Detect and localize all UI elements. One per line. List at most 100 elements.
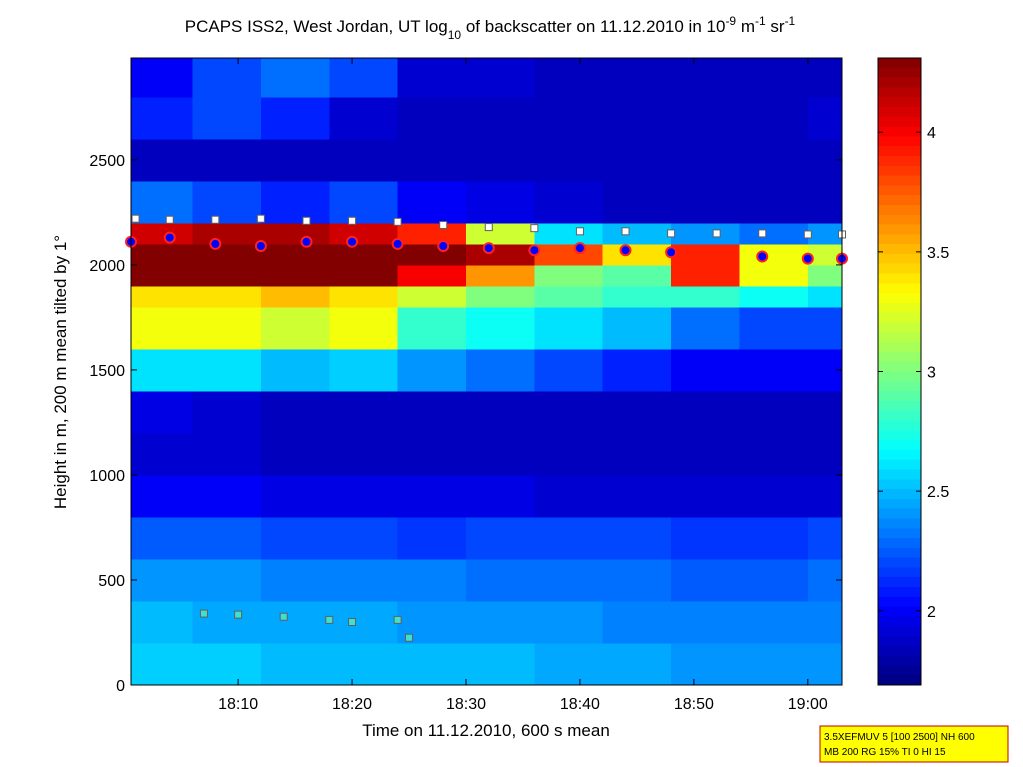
colorbar-segment — [878, 126, 921, 137]
heatmap-cell — [671, 96, 740, 140]
layer-point — [348, 617, 357, 626]
layer-point — [758, 229, 767, 238]
colorbar-segment — [878, 459, 921, 470]
heatmap-cell — [329, 180, 399, 224]
heatmap-cell — [807, 96, 843, 140]
colorbar-segment — [878, 528, 921, 539]
colorbar-segment — [878, 116, 921, 128]
heatmap-cell — [260, 243, 330, 266]
heatmap-cell — [671, 516, 740, 560]
colorbar-segment — [878, 332, 921, 343]
heatmap-cell — [192, 264, 262, 287]
heatmap-cell — [260, 348, 330, 392]
title-part: -1 — [785, 14, 796, 28]
colorbar-segment — [878, 283, 921, 294]
heatmap-cell — [131, 58, 194, 98]
colorbar-segment — [878, 136, 921, 147]
heatmap-cell — [534, 285, 604, 308]
heatmap-cell — [739, 306, 809, 350]
heatmap-cell — [807, 432, 843, 476]
heatmap-cell — [739, 558, 809, 602]
heatmap-cell — [671, 243, 740, 266]
heatmap-cell — [260, 642, 330, 686]
heatmap-cell — [807, 516, 843, 560]
heatmap-cell — [602, 600, 672, 644]
heatmap-cell — [131, 285, 194, 308]
colorbar-segment — [878, 557, 921, 568]
layer-point — [254, 239, 267, 252]
heatmap-cell — [192, 474, 262, 518]
heatmap-cell — [329, 285, 399, 308]
y-tick-label: 2500 — [89, 153, 125, 170]
colorbar-tick-label: 3 — [927, 365, 936, 382]
heatmap-cell — [465, 138, 535, 182]
heatmap-cell — [397, 138, 467, 182]
x-tick-label: 18:50 — [674, 696, 714, 713]
heatmap-cell — [739, 138, 809, 182]
layer-point — [575, 227, 584, 236]
colorbar-segment — [878, 508, 921, 519]
heatmap-cell — [260, 390, 330, 434]
colorbar-segment — [878, 498, 921, 510]
heatmap-cell — [739, 264, 809, 287]
heatmap-cell — [739, 243, 809, 266]
heatmap-cell — [602, 348, 672, 392]
heatmap-cell — [329, 348, 399, 392]
colorbar-segment — [878, 567, 921, 578]
title-part: -1 — [755, 14, 766, 28]
heatmap-cell — [602, 558, 672, 602]
heatmap-cell — [192, 285, 262, 308]
heatmap-cell — [329, 390, 399, 434]
heatmap-cell — [260, 58, 330, 98]
colorbar-segment — [878, 440, 921, 451]
heatmap-cell — [131, 600, 194, 644]
heatmap-cell — [260, 516, 330, 560]
colorbar-tick-label: 2.5 — [927, 484, 949, 501]
x-tick-label: 18:20 — [332, 696, 372, 713]
heatmap-cell — [807, 474, 843, 518]
colorbar-segment — [878, 312, 921, 324]
colorbar-segment — [878, 351, 921, 363]
heatmap-cell — [739, 58, 809, 98]
heatmap-cell — [397, 432, 467, 476]
heatmap-cell — [534, 243, 604, 266]
annotation-box — [819, 725, 1009, 763]
heatmap-cell — [260, 432, 330, 476]
colorbar-segment — [878, 342, 921, 353]
heatmap-cell — [397, 306, 467, 350]
heatmap-cell — [260, 558, 330, 602]
heatmap-cell — [329, 264, 399, 287]
heatmap-cell — [329, 243, 399, 266]
colorbar-segment — [878, 214, 921, 226]
heatmap-cell — [329, 96, 399, 140]
layer-point — [712, 229, 721, 238]
heatmap-cell — [329, 516, 399, 560]
colorbar-segment — [878, 596, 921, 608]
title-part: m — [736, 17, 755, 36]
colorbar-segment — [878, 626, 921, 637]
heatmap-cell — [807, 58, 843, 98]
layer-point — [163, 231, 176, 244]
heatmap-cell — [131, 516, 194, 560]
heatmap-cell — [465, 432, 535, 476]
heatmap-cell — [465, 348, 535, 392]
heatmap-cell — [534, 138, 604, 182]
heatmap-cell — [131, 558, 194, 602]
heatmap-cell — [465, 222, 535, 245]
heatmap-cell — [807, 264, 843, 287]
colorbar-segment — [878, 253, 921, 265]
heatmap-cell — [465, 558, 535, 602]
heatmap-cell — [131, 348, 194, 392]
heatmap-cell — [192, 243, 262, 266]
heatmap-cell — [192, 600, 262, 644]
heatmap-cell — [602, 180, 672, 224]
heatmap-cell — [329, 600, 399, 644]
heatmap-cell — [131, 264, 194, 287]
heatmap-cell — [739, 390, 809, 434]
heatmap-cell — [739, 642, 809, 686]
layer-point — [621, 227, 630, 236]
heatmap-cell — [192, 58, 262, 98]
heatmap-cell — [131, 642, 194, 686]
heatmap-cell — [534, 264, 604, 287]
heatmap-cell — [807, 180, 843, 224]
